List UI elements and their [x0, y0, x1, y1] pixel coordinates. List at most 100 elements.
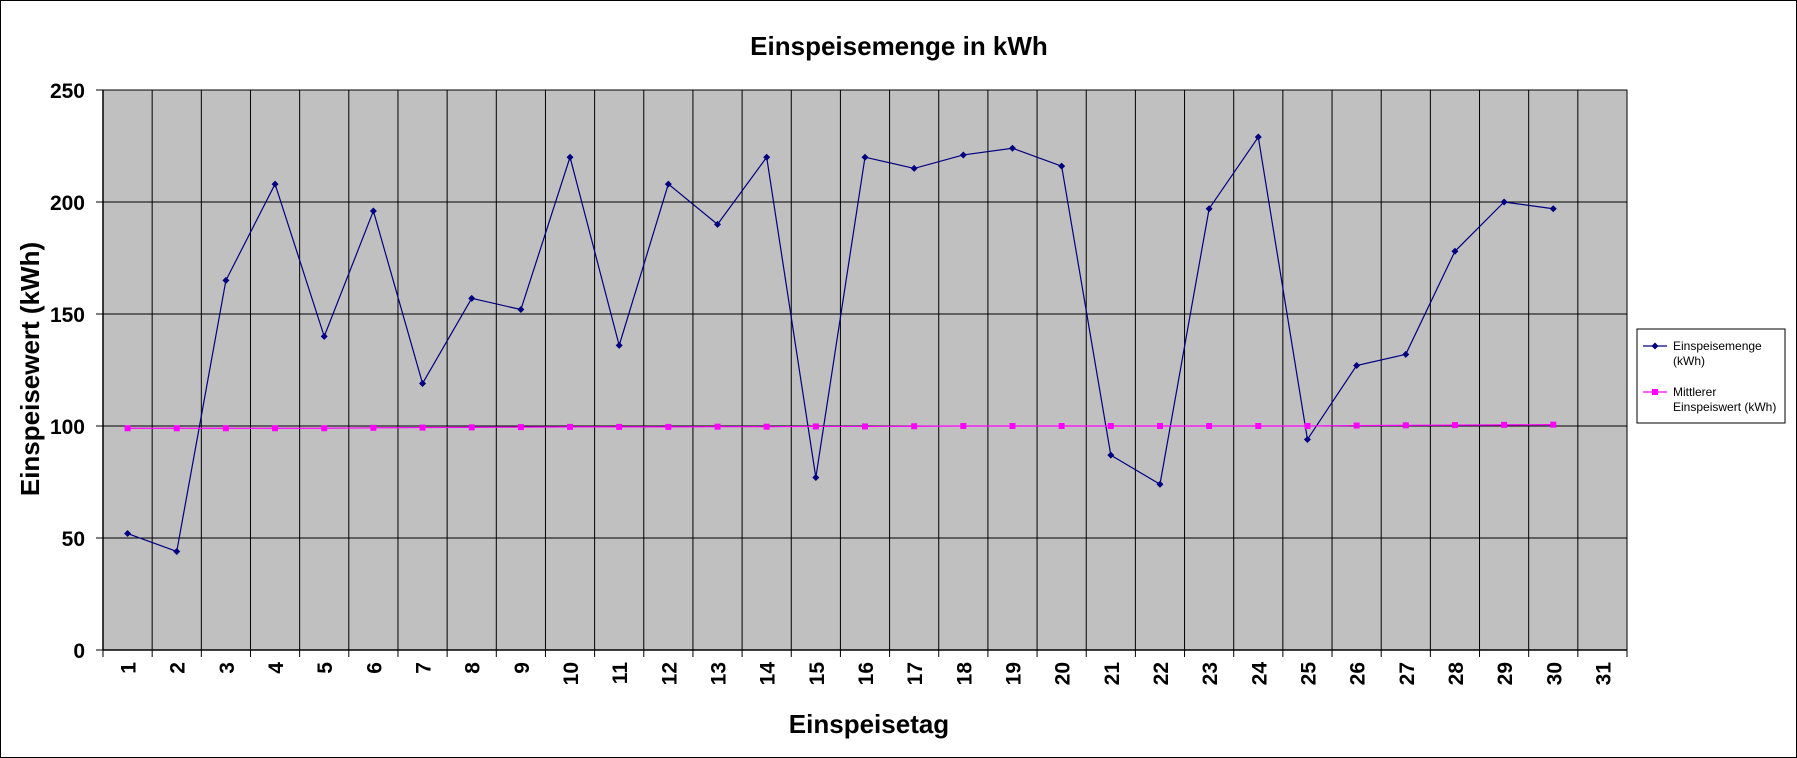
- data-point: [1107, 423, 1114, 429]
- data-point: [124, 530, 132, 538]
- y-axis-title: Einspeisewert (kWh): [15, 242, 45, 496]
- data-point: [1549, 205, 1557, 213]
- x-tick-label: 4: [265, 662, 288, 674]
- x-tick-label: 1: [118, 662, 141, 674]
- data-point: [1156, 423, 1163, 429]
- data-point: [271, 180, 279, 188]
- data-point: [665, 423, 672, 430]
- data-point: [960, 423, 967, 429]
- legend-label: Einspeisemenge: [1673, 339, 1762, 353]
- x-tick-label: 18: [953, 662, 976, 686]
- data-point: [1058, 162, 1066, 170]
- data-point: [1451, 422, 1458, 429]
- series-line-1: [127, 135, 1554, 553]
- data-point: [1353, 362, 1361, 370]
- x-tick-label: 6: [363, 662, 386, 674]
- legend-label: Einspeiswert (kWh): [1673, 400, 1776, 414]
- x-tick-label: 10: [560, 662, 583, 685]
- y-tick-label: 50: [62, 528, 85, 551]
- data-point: [1107, 451, 1115, 459]
- data-point: [566, 153, 574, 161]
- data-point: [763, 423, 770, 430]
- data-point: [812, 474, 820, 482]
- data-point: [910, 164, 918, 172]
- x-tick-label: 5: [314, 662, 337, 674]
- legend-box: [1636, 328, 1786, 424]
- legend-marker: [1652, 389, 1658, 395]
- x-tick-label: 24: [1248, 662, 1271, 686]
- y-tick-label: 0: [73, 640, 85, 663]
- x-tick-label: 17: [904, 662, 927, 685]
- data-point: [1254, 133, 1262, 141]
- data-point: [812, 423, 819, 430]
- data-point: [862, 423, 868, 430]
- series-line-2: [127, 424, 1554, 429]
- x-tick-label: 22: [1150, 662, 1173, 685]
- data-point: [1205, 205, 1213, 213]
- data-point: [1303, 435, 1311, 443]
- data-point: [517, 306, 525, 314]
- data-point: [714, 423, 721, 430]
- plot-background: [102, 89, 1628, 651]
- data-point: [1304, 423, 1311, 429]
- data-point: [1451, 247, 1459, 255]
- data-point: [1353, 422, 1360, 429]
- data-point: [911, 423, 918, 430]
- x-tick-label: 21: [1101, 662, 1124, 686]
- x-tick-label: 19: [1002, 662, 1025, 685]
- x-tick-label: 28: [1445, 662, 1468, 686]
- legend-marker: [1651, 342, 1659, 350]
- data-point: [1156, 480, 1164, 488]
- y-tick-label: 250: [50, 80, 85, 103]
- data-point: [222, 276, 230, 284]
- x-tick-label: 14: [757, 662, 780, 686]
- x-tick-label: 12: [658, 662, 681, 685]
- x-tick-label: 27: [1396, 662, 1419, 685]
- x-tick-label: 11: [609, 662, 632, 685]
- data-point: [321, 425, 328, 432]
- x-tick-label: 25: [1297, 662, 1320, 686]
- data-point: [959, 151, 967, 159]
- data-point: [1008, 144, 1016, 152]
- data-point: [173, 425, 180, 432]
- data-point: [1402, 422, 1409, 429]
- data-point: [1058, 423, 1065, 429]
- x-tick-label: 15: [806, 662, 829, 686]
- x-tick-label: 9: [511, 662, 534, 674]
- x-tick-label: 3: [216, 662, 239, 674]
- legend-label: (kWh): [1673, 354, 1705, 368]
- x-tick-label: 23: [1199, 662, 1222, 685]
- data-point: [1206, 423, 1213, 429]
- x-tick-label: 7: [413, 662, 436, 674]
- data-point: [1009, 423, 1016, 429]
- x-tick-label: 29: [1494, 662, 1517, 685]
- data-point: [370, 424, 377, 431]
- chart-title: Einspeisemenge in kWh: [750, 31, 1048, 61]
- x-axis-title: Einspeisetag: [789, 709, 949, 739]
- x-tick-label: 26: [1347, 662, 1370, 685]
- data-point: [616, 423, 623, 430]
- data-point: [272, 425, 279, 432]
- data-point: [468, 424, 475, 431]
- data-point: [222, 425, 229, 432]
- legend-label: Mittlerer: [1673, 385, 1716, 399]
- data-point: [714, 220, 722, 228]
- data-point: [419, 424, 426, 431]
- data-point: [1500, 198, 1508, 206]
- data-point: [320, 332, 328, 340]
- x-tick-label: 20: [1052, 662, 1075, 685]
- x-tick-label: 16: [855, 662, 878, 685]
- data-point: [369, 207, 377, 215]
- data-point: [124, 425, 131, 432]
- data-point: [861, 153, 869, 161]
- x-tick-label: 30: [1543, 662, 1566, 685]
- data-point: [615, 341, 623, 349]
- data-point: [763, 153, 771, 161]
- y-tick-label: 150: [50, 304, 85, 327]
- data-point: [1255, 423, 1262, 429]
- data-point: [517, 424, 524, 431]
- data-point: [173, 547, 181, 555]
